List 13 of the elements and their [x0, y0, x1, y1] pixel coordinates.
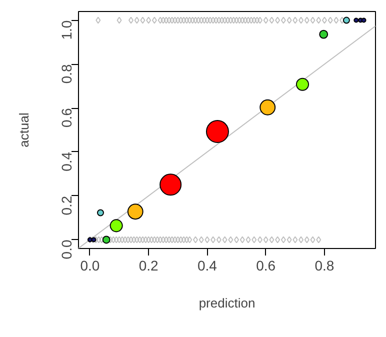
y-tick-label: 1.0 [58, 20, 74, 40]
y-axis-title: actual [16, 112, 32, 148]
x-tick-label: 0.0 [80, 258, 100, 274]
y-tick-label: 0.2 [58, 196, 74, 216]
x-tick-label: 0.6 [256, 258, 276, 274]
x-tick-label: 0.4 [197, 258, 218, 274]
x-tick-label: 0.8 [314, 258, 334, 274]
y-tick-label: 0.6 [58, 108, 74, 128]
y-tick-label: 0.4 [58, 152, 74, 172]
x-tick-label: 0.2 [138, 258, 159, 274]
y-tick-label: 0.8 [58, 64, 74, 84]
x-axis-title: prediction [198, 296, 256, 310]
y-tick-label: 0.0 [58, 240, 74, 260]
